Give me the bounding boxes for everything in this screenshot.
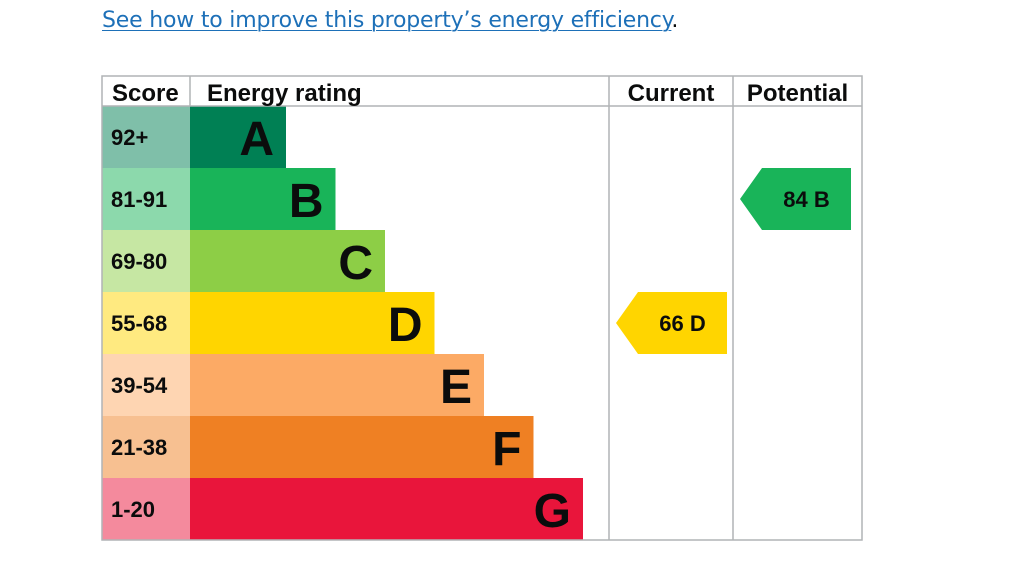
score-label: 21-38 bbox=[111, 435, 167, 460]
score-label: 39-54 bbox=[111, 373, 168, 398]
rating-letter: B bbox=[289, 175, 324, 228]
rating-letter: E bbox=[440, 361, 472, 414]
score-cell bbox=[102, 354, 190, 416]
score-cell bbox=[102, 230, 190, 292]
improve-efficiency-line: See how to improve this property’s energ… bbox=[102, 8, 678, 33]
rating-bar-f bbox=[190, 416, 534, 478]
score-cell bbox=[102, 416, 190, 478]
rating-bar-d bbox=[190, 292, 435, 354]
rating-letter: G bbox=[534, 485, 571, 538]
potential-rating-label: 84 B bbox=[783, 187, 829, 212]
rating-bar-b bbox=[190, 168, 336, 230]
score-cell bbox=[102, 168, 190, 230]
score-label: 81-91 bbox=[111, 187, 167, 212]
current-header: Current bbox=[628, 80, 715, 107]
current-rating-arrow bbox=[616, 292, 727, 354]
score-cell bbox=[102, 478, 190, 540]
score-label: 1-20 bbox=[111, 497, 155, 522]
potential-header: Potential bbox=[747, 80, 848, 107]
score-header: Score bbox=[112, 80, 179, 107]
score-label: 55-68 bbox=[111, 311, 167, 336]
rating-letter: C bbox=[338, 237, 373, 290]
rating-bar-c bbox=[190, 230, 385, 292]
score-cell bbox=[102, 292, 190, 354]
rating-bar-e bbox=[190, 354, 484, 416]
energy-rating-header: Energy rating bbox=[207, 80, 362, 107]
link-suffix: . bbox=[671, 8, 679, 33]
score-cell bbox=[102, 106, 190, 168]
potential-rating-arrow bbox=[740, 168, 851, 230]
table-border bbox=[101, 75, 863, 541]
rating-letter: A bbox=[239, 113, 274, 166]
improve-efficiency-link[interactable]: See how to improve this property’s energ… bbox=[102, 8, 672, 33]
current-rating-label: 66 D bbox=[659, 311, 705, 336]
rating-bar-g bbox=[190, 478, 583, 540]
rating-letter: F bbox=[492, 423, 521, 476]
rating-letter: D bbox=[388, 299, 423, 352]
score-label: 69-80 bbox=[111, 249, 167, 274]
score-label: 92+ bbox=[111, 125, 148, 150]
rating-bar-a bbox=[190, 106, 286, 168]
